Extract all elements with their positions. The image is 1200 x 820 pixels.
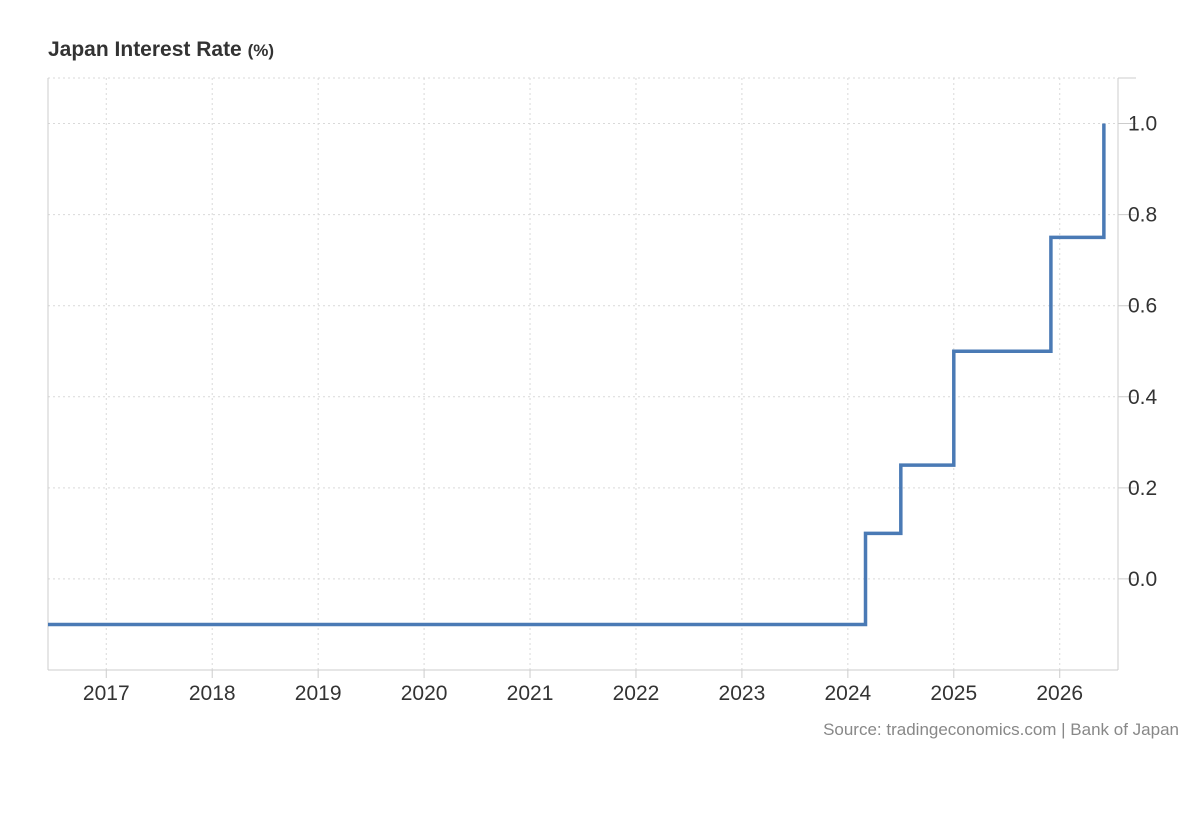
- x-tick-label: 2026: [1036, 682, 1083, 705]
- x-tick-label: 2022: [613, 682, 660, 705]
- y-tick-label: 0.0: [1128, 568, 1157, 591]
- x-tick-label: 2025: [930, 682, 977, 705]
- chart-title: Japan Interest Rate (%): [48, 38, 274, 62]
- x-tick-label: 2023: [719, 682, 766, 705]
- source-credit: Source: tradingeconomics.com | Bank of J…: [823, 720, 1179, 739]
- chart-title-text: Japan Interest Rate: [48, 38, 242, 61]
- x-tick-label: 2018: [189, 682, 236, 705]
- chart-unit-label: (%): [247, 41, 275, 60]
- y-tick-label: 0.4: [1128, 386, 1158, 409]
- y-tick-label: 0.8: [1128, 204, 1157, 227]
- axis-layer: [47, 77, 1136, 678]
- y-tick-label: 1.0: [1128, 113, 1157, 136]
- x-tick-label: 2024: [824, 682, 871, 705]
- series-line: [48, 123, 1106, 627]
- tick-labels: 2017 2018 2019 2020 2021 2022 2023 2024 2025 2026…: [83, 113, 1158, 705]
- y-tick-label: 0.6: [1128, 295, 1157, 318]
- x-tick-label: 2017: [83, 682, 130, 705]
- y-tick-label: 0.2: [1128, 477, 1157, 500]
- x-tick-label: 2019: [295, 682, 342, 705]
- x-tick-label: 2020: [401, 682, 448, 705]
- grid-layer: [48, 77, 1118, 670]
- series-layer: [48, 123, 1106, 627]
- x-tick-label: 2021: [507, 682, 554, 705]
